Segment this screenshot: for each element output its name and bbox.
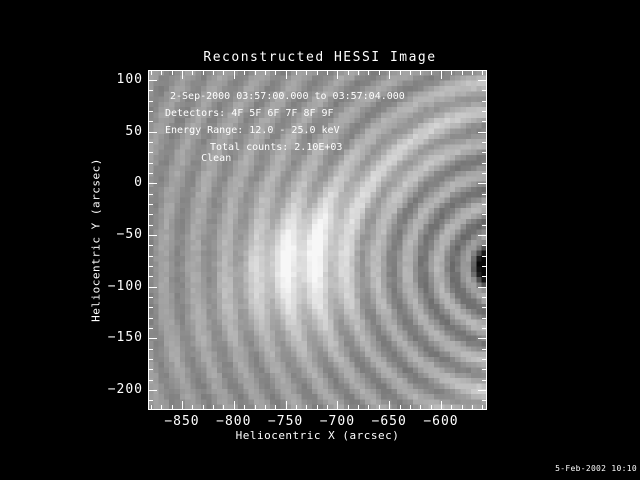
annotation-detectors: Detectors: 4F 5F 6F 7F 8F 9F bbox=[165, 108, 334, 119]
annotation-time-range: 2-Sep-2000 03:57:00.000 to 03:57:04.000 bbox=[170, 91, 405, 102]
plot-area: 2-Sep-2000 03:57:00.000 to 03:57:04.000 … bbox=[148, 70, 487, 410]
y-tick-label: −200 bbox=[107, 382, 143, 398]
page-title: Reconstructed HESSI Image bbox=[203, 50, 437, 65]
x-tick-label: −600 bbox=[423, 414, 459, 429]
y-tick-label: 0 bbox=[134, 175, 143, 191]
creation-timestamp: 5-Feb-2002 10:10 bbox=[555, 464, 637, 473]
y-tick-label: 100 bbox=[116, 72, 143, 88]
axes-box bbox=[148, 70, 487, 410]
x-tick-label: −700 bbox=[319, 414, 356, 429]
x-tick-label: −750 bbox=[267, 414, 304, 429]
x-axis-title: Heliocentric X (arcsec) bbox=[235, 429, 400, 442]
reconstructed-image-canvas bbox=[148, 70, 487, 410]
x-tick-label: −800 bbox=[216, 414, 252, 429]
annotation-total-counts: Total counts: 2.10E+03 bbox=[210, 142, 343, 153]
x-tick-label: −850 bbox=[164, 414, 200, 429]
annotation-energy-range: Energy Range: 12.0 - 25.0 keV bbox=[165, 125, 340, 136]
y-tick-label: −50 bbox=[116, 227, 143, 243]
annotation-algorithm: Clean bbox=[201, 153, 232, 164]
axes-frame bbox=[148, 70, 487, 410]
annotation-clean-counts: Clean Total counts: 2.10E+03 bbox=[165, 142, 425, 186]
y-tick-label: 50 bbox=[125, 123, 143, 139]
x-tick-label: −650 bbox=[371, 414, 407, 429]
y-tick-label: −100 bbox=[107, 278, 143, 294]
y-tick-label: −150 bbox=[107, 330, 143, 346]
